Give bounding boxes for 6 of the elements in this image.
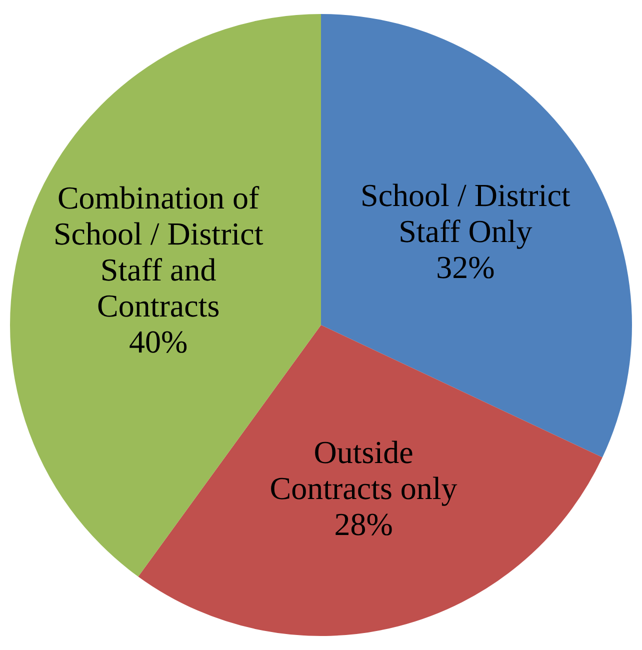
slice-label: School / District Staff Only: [360, 176, 570, 249]
data-label: 28%: [334, 506, 393, 542]
slice-label: Combination of School / District Staff and Contracts: [53, 180, 264, 324]
data-label: 32%: [436, 248, 495, 285]
slice-label: Outside Contracts only: [270, 434, 458, 506]
data-label: 40%: [128, 324, 188, 360]
